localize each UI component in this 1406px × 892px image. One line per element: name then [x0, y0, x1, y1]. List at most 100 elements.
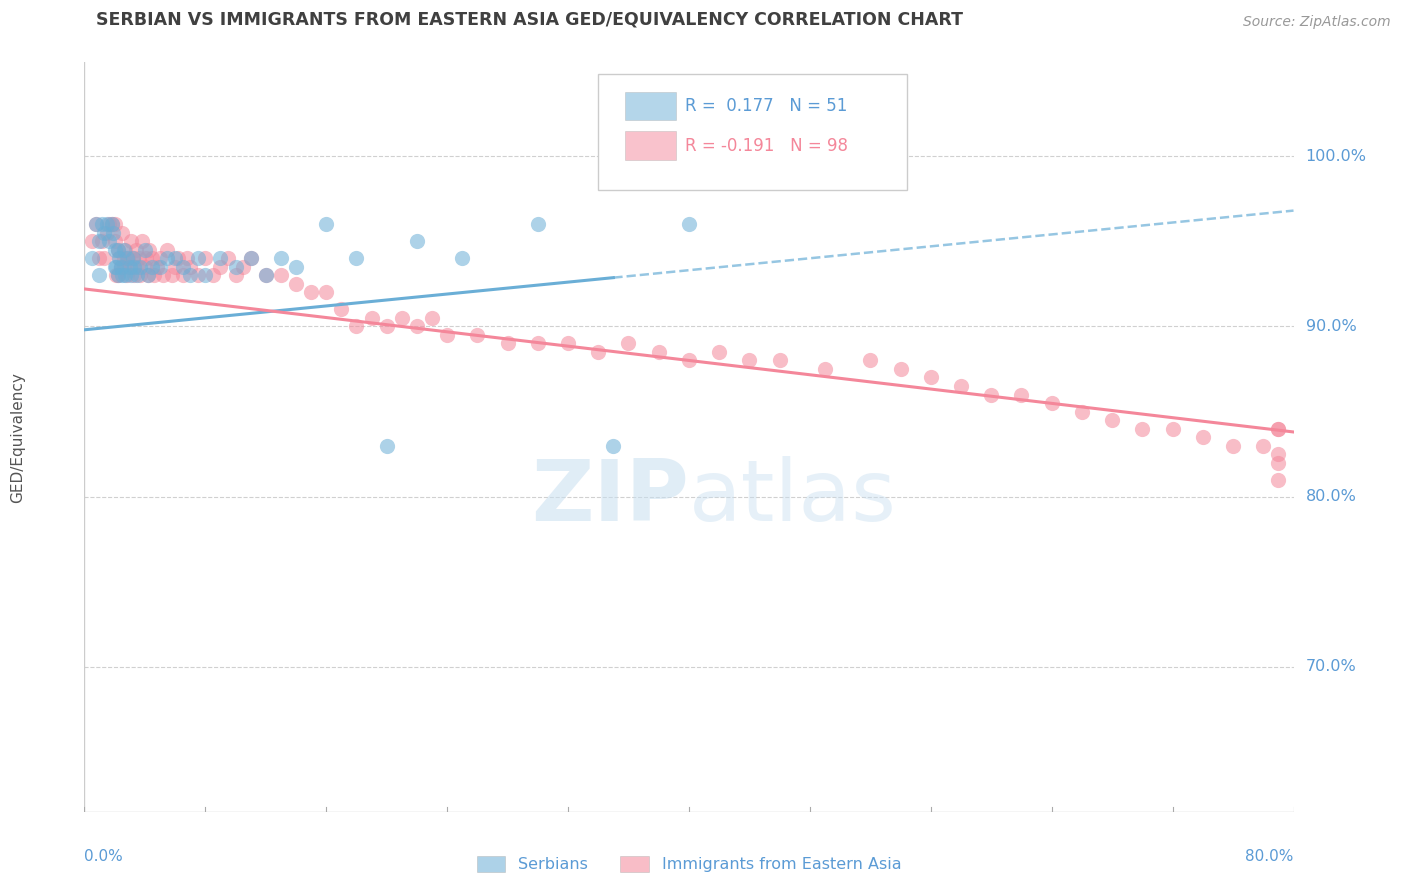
Point — [165, 260, 187, 274]
Point — [112, 243, 135, 257]
Point — [142, 268, 165, 283]
Point — [120, 234, 142, 248]
Point — [111, 268, 134, 283]
Point — [201, 268, 224, 283]
Text: GED/Equivalency: GED/Equivalency — [10, 372, 25, 502]
Point — [315, 217, 337, 231]
Point — [108, 252, 131, 266]
Point — [346, 319, 368, 334]
Point — [165, 252, 187, 266]
Point — [149, 260, 172, 274]
Point — [104, 217, 127, 231]
Text: 0.0%: 0.0% — [84, 849, 124, 864]
Point — [141, 252, 163, 266]
Text: 100.0%: 100.0% — [1306, 149, 1367, 163]
Point — [496, 336, 519, 351]
Point — [1040, 396, 1063, 410]
Point — [93, 226, 115, 240]
Point — [172, 260, 194, 274]
Point — [527, 336, 550, 351]
Point — [769, 353, 792, 368]
Point — [96, 217, 118, 231]
Point — [105, 260, 128, 274]
FancyBboxPatch shape — [624, 131, 676, 160]
Point — [209, 260, 232, 274]
Point — [179, 268, 201, 283]
Point — [187, 252, 209, 266]
Point — [648, 345, 671, 359]
Text: ZIP: ZIP — [531, 456, 689, 539]
Point — [138, 243, 160, 257]
Point — [1192, 430, 1215, 444]
Point — [110, 260, 132, 274]
Point — [270, 252, 292, 266]
Point — [709, 345, 731, 359]
Point — [209, 252, 232, 266]
Point — [146, 260, 169, 274]
Point — [890, 362, 912, 376]
Point — [125, 243, 148, 257]
Point — [678, 353, 700, 368]
Point — [330, 302, 353, 317]
Point — [217, 252, 239, 266]
Point — [86, 217, 108, 231]
Text: 70.0%: 70.0% — [1306, 659, 1357, 674]
Point — [285, 277, 308, 291]
Point — [115, 252, 138, 266]
Point — [134, 243, 156, 257]
Point — [129, 260, 152, 274]
Point — [1130, 421, 1153, 435]
Point — [89, 268, 111, 283]
Point — [194, 252, 217, 266]
Point — [1222, 439, 1244, 453]
Point — [176, 252, 198, 266]
Point — [406, 319, 429, 334]
Point — [80, 252, 103, 266]
Point — [156, 243, 179, 257]
Point — [100, 217, 122, 231]
Point — [160, 268, 183, 283]
Point — [588, 345, 610, 359]
Text: 80.0%: 80.0% — [1246, 849, 1294, 864]
Point — [194, 268, 217, 283]
Point — [1161, 421, 1184, 435]
Point — [114, 268, 136, 283]
FancyBboxPatch shape — [599, 74, 907, 190]
Point — [557, 336, 579, 351]
Point — [436, 327, 458, 342]
Point — [149, 252, 172, 266]
Point — [122, 268, 145, 283]
Point — [346, 252, 368, 266]
FancyBboxPatch shape — [624, 92, 676, 120]
Point — [1253, 439, 1275, 453]
Point — [127, 260, 149, 274]
Text: R = -0.191   N = 98: R = -0.191 N = 98 — [685, 136, 848, 154]
Point — [859, 353, 882, 368]
Text: atlas: atlas — [689, 456, 897, 539]
Point — [121, 252, 143, 266]
Point — [375, 319, 398, 334]
Point — [97, 234, 120, 248]
Point — [156, 252, 179, 266]
Point — [108, 252, 131, 266]
Text: 80.0%: 80.0% — [1306, 489, 1357, 504]
Point — [118, 260, 141, 274]
Point — [134, 260, 156, 274]
Point — [391, 310, 413, 325]
Point — [122, 260, 145, 274]
Point — [135, 252, 157, 266]
Point — [101, 226, 124, 240]
Point — [451, 252, 474, 266]
Point — [89, 234, 111, 248]
Point — [239, 252, 262, 266]
Point — [1267, 421, 1289, 435]
Point — [239, 252, 262, 266]
Point — [814, 362, 837, 376]
Point — [118, 260, 141, 274]
Point — [678, 217, 700, 231]
Point — [1267, 456, 1289, 470]
Point — [80, 234, 103, 248]
Point — [104, 260, 127, 274]
Point — [107, 268, 129, 283]
Point — [136, 268, 159, 283]
